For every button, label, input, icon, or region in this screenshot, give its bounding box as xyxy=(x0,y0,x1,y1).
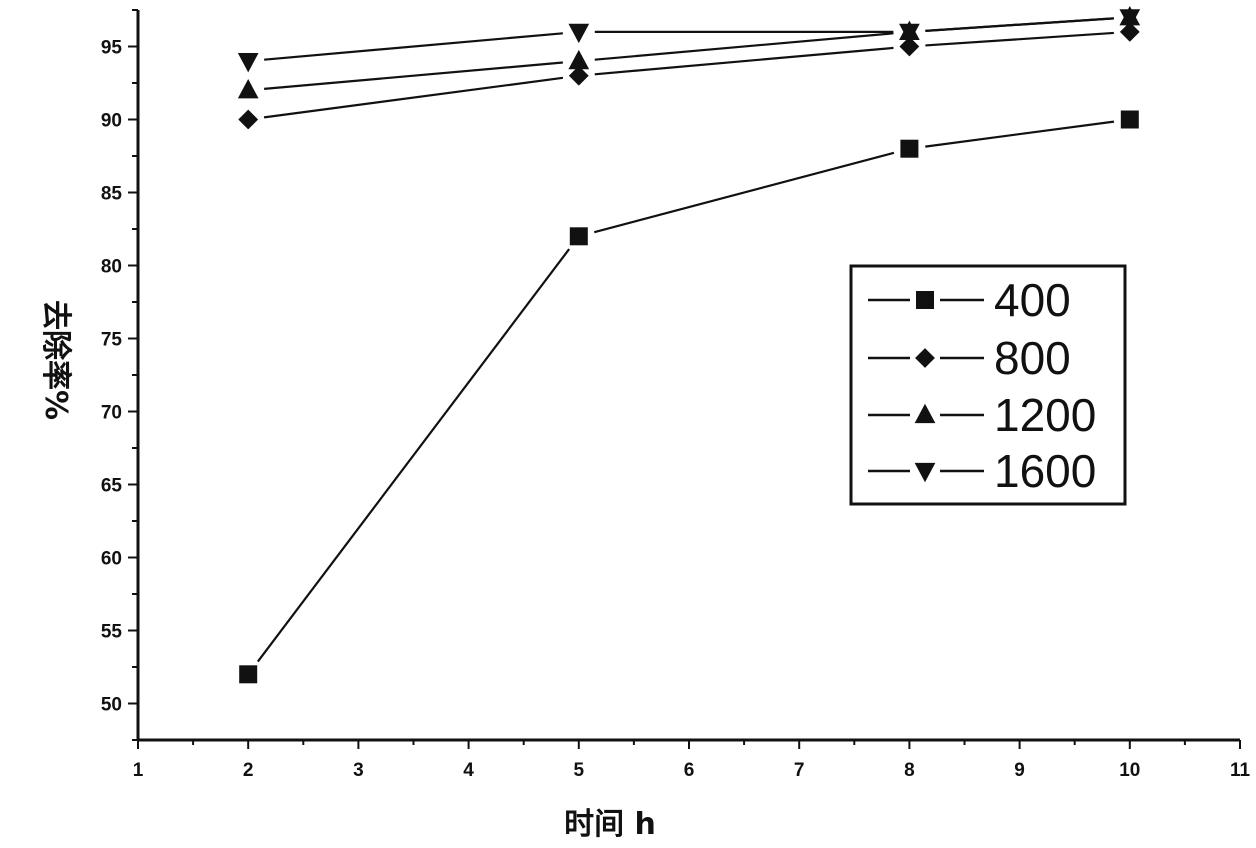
x-axis-title: 时间 h xyxy=(564,807,656,842)
series-400-segment xyxy=(925,120,1115,148)
x-tick-label-9: 9 xyxy=(1014,760,1025,781)
legend-box xyxy=(849,264,1127,506)
series-lines xyxy=(256,17,1115,663)
y-tick-label-85: 85 xyxy=(101,184,123,205)
x-tick-label-10: 10 xyxy=(1119,760,1140,781)
series-400-segment xyxy=(256,248,571,663)
y-axis-title: 去除率% xyxy=(38,300,73,420)
legend-marker-400 xyxy=(916,291,934,309)
axis-ticks xyxy=(128,9,1241,749)
x-tick-label-1: 1 xyxy=(133,760,144,781)
x-tick-label-5: 5 xyxy=(574,760,585,781)
x-tick-label-4: 4 xyxy=(463,760,474,781)
series-400-point-2 xyxy=(239,665,258,684)
legend-label-1600: 1600 xyxy=(994,445,1096,497)
series-markers xyxy=(237,6,1141,684)
series-1200-segment xyxy=(594,32,894,61)
x-tick-label-2: 2 xyxy=(243,760,254,781)
series-400-point-8 xyxy=(900,139,919,158)
y-tick-label-95: 95 xyxy=(101,38,123,59)
series-1600-point-5 xyxy=(568,23,590,44)
y-tick-label-55: 55 xyxy=(101,622,123,643)
series-800-segment xyxy=(594,46,894,76)
series-1600-point-8 xyxy=(899,23,920,44)
y-tick-label-50: 50 xyxy=(101,695,122,716)
series-800-point-5 xyxy=(568,65,589,86)
y-tick-label-65: 65 xyxy=(101,476,123,497)
axis-tick-labels: 1 2 3 4 5 6 7 8 9 10 11 50 55 60 65 70 75 80 85 90 95 xyxy=(101,38,1251,782)
legend-marker-800 xyxy=(915,348,935,368)
legend-label-400: 400 xyxy=(994,274,1071,326)
series-800-point-2 xyxy=(238,109,259,130)
series-1600-point-2 xyxy=(237,53,259,73)
y-tick-label-70: 70 xyxy=(101,403,122,424)
series-400-segment xyxy=(593,151,895,234)
x-tick-label-8: 8 xyxy=(904,760,915,781)
legend-label-1200: 1200 xyxy=(994,389,1096,441)
legend-marker-1200 xyxy=(914,403,936,424)
series-400-point-10 xyxy=(1120,110,1139,129)
y-tick-label-60: 60 xyxy=(101,549,122,570)
x-tick-label-11: 11 xyxy=(1230,760,1251,781)
x-tick-label-6: 6 xyxy=(684,760,695,781)
y-tick-label-90: 90 xyxy=(101,111,122,132)
series-1200-point-5 xyxy=(568,49,590,70)
series-1200-point-2 xyxy=(237,79,259,99)
series-1600-segment xyxy=(925,17,1114,32)
series-1600-segment xyxy=(264,32,563,61)
y-tick-label-80: 80 xyxy=(101,257,122,278)
legend-marker-1600 xyxy=(914,462,936,483)
series-1600-point-10 xyxy=(1119,9,1141,29)
series-800-segment xyxy=(263,76,564,119)
y-tick-label-75: 75 xyxy=(101,330,123,351)
series-1200-segment xyxy=(264,61,563,90)
series-400-point-5 xyxy=(569,227,588,246)
legend-label-800: 800 xyxy=(994,332,1071,384)
series-800-point-10 xyxy=(1119,22,1140,42)
x-tick-label-7: 7 xyxy=(794,760,805,781)
series-800-segment xyxy=(925,31,1114,47)
series-800-point-8 xyxy=(899,36,920,57)
x-tick-label-3: 3 xyxy=(353,760,364,781)
